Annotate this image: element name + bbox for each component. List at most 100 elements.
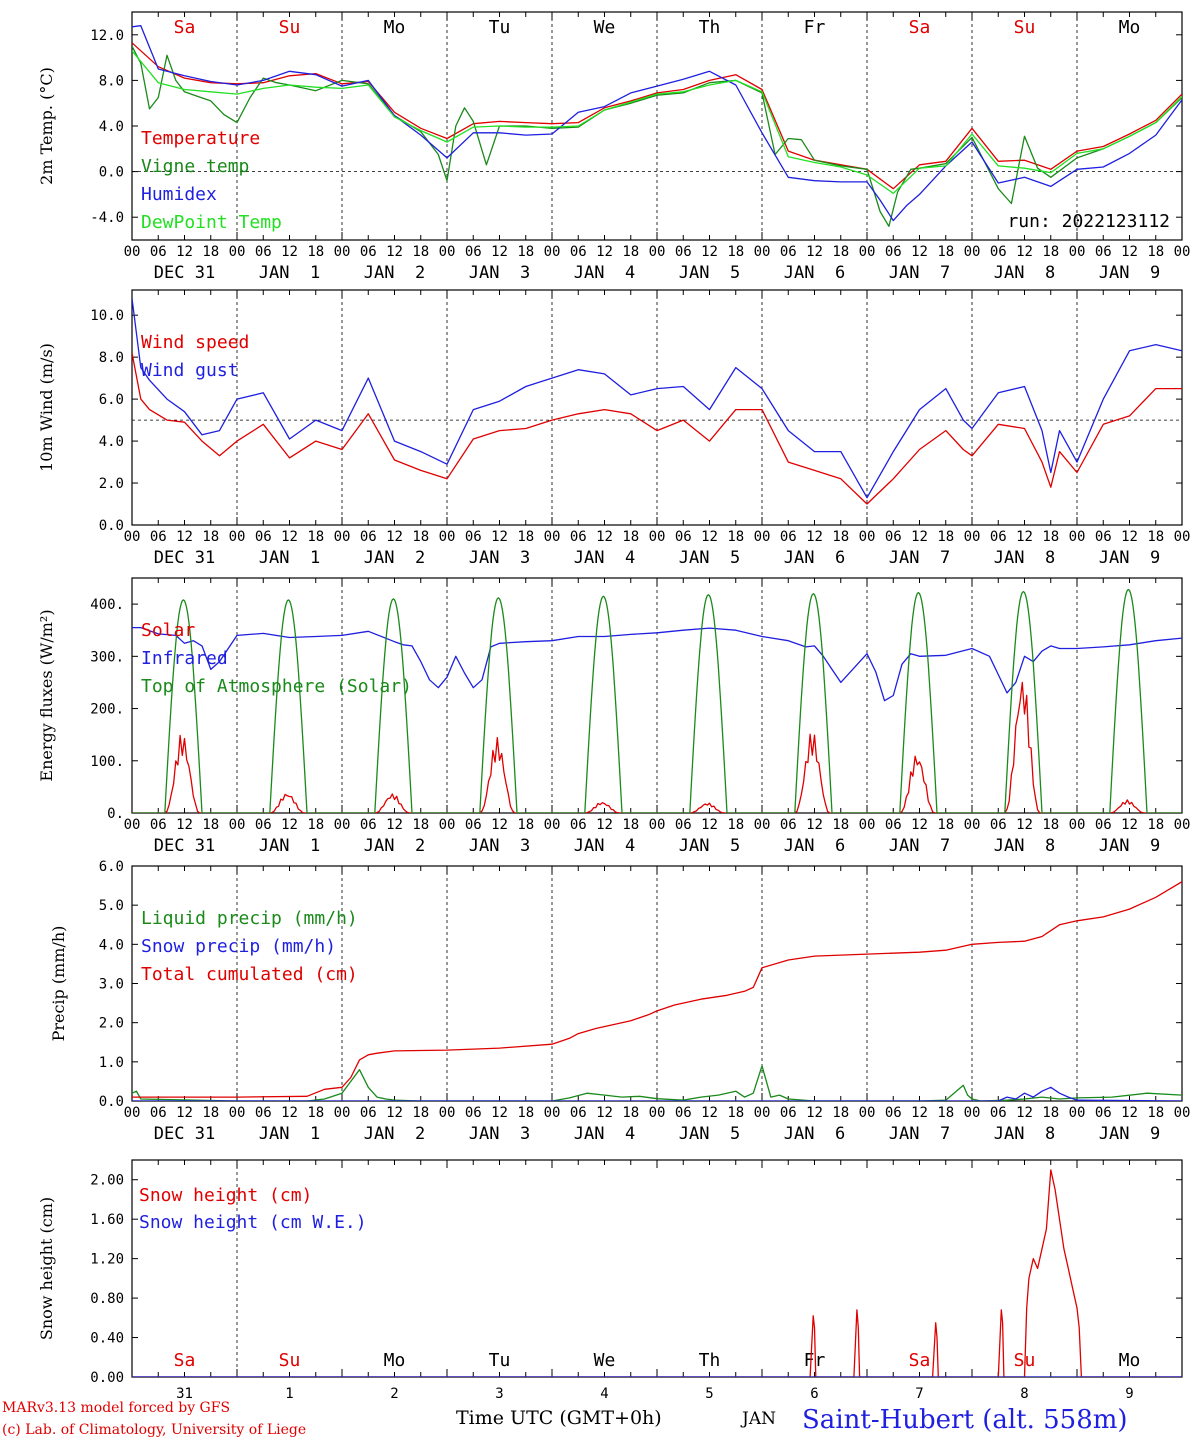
x-tick-label: 06 — [360, 817, 377, 833]
date-label: JAN 6 — [784, 836, 845, 856]
x-tick-label: 00 — [754, 1105, 771, 1121]
x-tick-label: 12 — [281, 1105, 298, 1121]
y-tick-label: 1.0 — [99, 1055, 124, 1071]
date-label: JAN 9 — [1099, 263, 1160, 283]
legend-entry: Total cumulated (cm) — [141, 964, 358, 985]
y-tick-label: 12.0 — [90, 28, 124, 44]
day-name: Su — [279, 1350, 301, 1371]
series-group — [132, 881, 1182, 1101]
day-name: Mo — [1119, 1350, 1141, 1371]
x-tick-label: 18 — [517, 817, 534, 833]
x-tick-label: 00 — [964, 244, 981, 260]
x-tick-label: 18 — [202, 529, 219, 545]
y-tick-label: 2.0 — [99, 1016, 124, 1032]
x-tick-label: 18 — [412, 529, 429, 545]
series-line — [132, 588, 1182, 813]
series-line — [132, 50, 1182, 194]
date-label: JAN 7 — [889, 548, 950, 568]
x-tick-label: 00 — [1174, 244, 1191, 260]
y-tick-label: 0.00 — [90, 1370, 124, 1386]
y-tick-label: 1.60 — [90, 1212, 124, 1228]
x-tick-label: 12 — [1016, 244, 1033, 260]
x-tick-label: 06 — [570, 817, 587, 833]
lab-credit: (c) Lab. of Climatology, University of L… — [2, 1422, 306, 1438]
x-tick-label: 18 — [412, 817, 429, 833]
x-tick-label: 18 — [622, 529, 639, 545]
panel-1: -4.0 0.0 4.0 8.0 12.0 2m Temp. (°C) 00 06 12 18 00… — [37, 11, 1191, 283]
date-label: JAN 9 — [1099, 548, 1160, 568]
x-tick-label: 12 — [911, 817, 928, 833]
y-tick-label: 2.0 — [99, 476, 124, 492]
y-tick-label: 0. — [107, 806, 124, 822]
x-tick-label: 06 — [570, 244, 587, 260]
date-label: JAN 4 — [574, 1124, 635, 1144]
day-number: 8 — [1020, 1386, 1028, 1402]
x-tick-label: 00 — [334, 817, 351, 833]
y-tick-label: 0.0 — [99, 1094, 124, 1110]
day-name: Sa — [909, 1350, 931, 1371]
date-label: JAN 4 — [574, 548, 635, 568]
day-name: Sa — [174, 1350, 196, 1371]
x-tick-label: 12 — [701, 244, 718, 260]
y-tick-label: 4.0 — [99, 937, 124, 953]
x-tick-label: 06 — [675, 817, 692, 833]
x-tick-label: 00 — [1174, 1105, 1191, 1121]
x-tick-label: 06 — [465, 529, 482, 545]
x-tick-label: 12 — [911, 529, 928, 545]
x-tick-label: 06 — [150, 817, 167, 833]
y-tick-label: 6.0 — [99, 859, 124, 875]
date-label: JAN 5 — [679, 263, 740, 283]
x-tick-label: 00 — [334, 1105, 351, 1121]
x-tick-label: 00 — [439, 817, 456, 833]
x-tick-label: 18 — [202, 1105, 219, 1121]
day-number: 6 — [810, 1386, 818, 1402]
x-tick-label: 06 — [675, 529, 692, 545]
x-tick-label: 12 — [1016, 1105, 1033, 1121]
y-tick-label: 2.00 — [90, 1173, 124, 1189]
x-tick-label: 18 — [832, 817, 849, 833]
x-tick-label: 06 — [990, 1105, 1007, 1121]
date-label: JAN 1 — [259, 836, 320, 856]
y-tick-label: 1.20 — [90, 1252, 124, 1268]
x-tick-label: 18 — [622, 244, 639, 260]
x-tick-label: 12 — [596, 1105, 613, 1121]
x-tick-label: 18 — [202, 817, 219, 833]
day-number: 1 — [285, 1386, 293, 1402]
series-line — [132, 25, 1182, 222]
x-tick-label: 18 — [517, 244, 534, 260]
series-line — [132, 298, 1182, 499]
legend-entry: DewPoint Temp — [141, 212, 282, 233]
panel-2: 0.0 2.0 4.0 6.0 8.0 10.0 10m Wind (m/s) 00 06 12 1… — [37, 289, 1190, 568]
x-tick-label: 06 — [465, 244, 482, 260]
series-line — [132, 352, 1182, 505]
date-label: JAN 3 — [469, 548, 530, 568]
x-tick-label: 18 — [937, 244, 954, 260]
date-label: DEC 31 — [154, 263, 215, 283]
legend-entry: Snow height (cm) — [139, 1185, 312, 1206]
date-label: JAN 1 — [259, 1124, 320, 1144]
x-tick-label: 12 — [701, 817, 718, 833]
series-group — [132, 25, 1182, 227]
legend-entry: Snow precip (mm/h) — [141, 936, 336, 957]
day-name: Th — [699, 17, 721, 38]
x-tick-label: 06 — [885, 529, 902, 545]
date-label: DEC 31 — [154, 548, 215, 568]
x-tick-label: 18 — [1147, 529, 1164, 545]
x-tick-label: 00 — [544, 817, 561, 833]
day-name: Fr — [804, 1350, 826, 1371]
x-tick-label: 06 — [255, 244, 272, 260]
date-label: JAN 6 — [784, 548, 845, 568]
x-tick-label: 06 — [1095, 529, 1112, 545]
day-name: Fr — [804, 17, 826, 38]
legend-entry: Infrared — [141, 648, 228, 669]
x-tick-label: 06 — [675, 1105, 692, 1121]
day-name: Sa — [174, 17, 196, 38]
y-axis-label: Precip (mm/h) — [49, 926, 68, 1042]
day-number: 2 — [390, 1386, 398, 1402]
date-label: JAN 3 — [469, 836, 530, 856]
y-tick-label: 4.0 — [99, 434, 124, 450]
x-tick-label: 00 — [859, 817, 876, 833]
x-tick-label: 12 — [281, 529, 298, 545]
series-line — [132, 1169, 1182, 1377]
x-tick-label: 18 — [1042, 817, 1059, 833]
